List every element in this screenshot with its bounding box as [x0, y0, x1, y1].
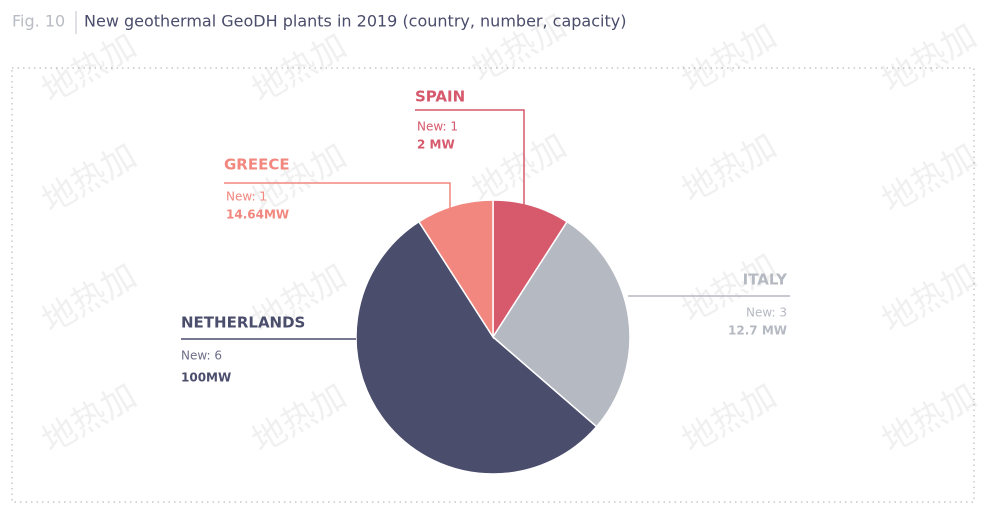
watermark: 地热加 [35, 376, 143, 462]
watermark: 地热加 [245, 26, 353, 112]
pie-slice [492, 199, 569, 340]
figure-label: Fig. 10 [12, 12, 65, 31]
labels: SPAIN New: 1 2 MW ITALY New: 3 12.7 MW NETHERL… [181, 88, 790, 385]
capacity-label: 100MW [181, 371, 231, 385]
frame [11, 67, 975, 503]
watermark: 地热加 [35, 26, 143, 112]
value-label: New: 1 [417, 120, 458, 134]
leader-line [415, 109, 525, 205]
watermark: 地热加 [465, 126, 573, 212]
watermark: 地热加 [875, 136, 983, 222]
pie-slice [492, 220, 631, 428]
watermark: 地热加 [35, 136, 143, 222]
pie-slice [355, 220, 598, 475]
legend-label: GREECE [224, 156, 290, 174]
pie [355, 199, 631, 475]
leader-line [224, 182, 451, 212]
watermark: 地热加 [875, 256, 983, 342]
legend-label: SPAIN [415, 88, 465, 106]
legend-label: ITALY [743, 271, 788, 289]
capacity-label: 2 MW [417, 138, 455, 152]
watermark: 地热加 [675, 16, 783, 102]
capacity-label: 12.7 MW [728, 324, 787, 338]
value-label: New: 1 [226, 190, 267, 204]
capacity-label: 14.64MW [226, 208, 289, 222]
watermark: 地热加 [35, 256, 143, 342]
watermark: 地热加 [675, 376, 783, 462]
chart-title: New geothermal GeoDH plants in 2019 (cou… [84, 12, 626, 31]
value-label: New: 6 [181, 349, 222, 363]
watermark: 地热加 [875, 376, 983, 462]
watermark: 地热加 [875, 16, 983, 102]
legend-label: NETHERLANDS [181, 314, 305, 332]
pie-slice [417, 199, 494, 340]
value-label: New: 3 [746, 306, 787, 320]
watermark: 地热加 [245, 376, 353, 462]
watermark: 地热加 [675, 126, 783, 212]
